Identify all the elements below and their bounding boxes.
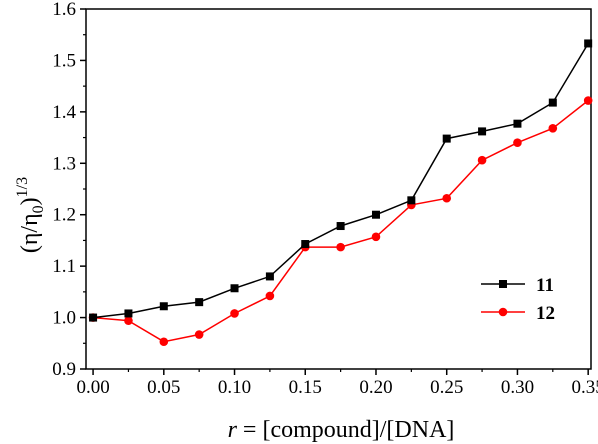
x-tick-label: 0.00 [76,377,109,398]
data-point-square [407,196,416,205]
legend-item-11: 11 [481,275,554,296]
x-axis-title: r = [compound]/[DNA] [228,417,455,443]
data-point-circle [583,96,593,105]
x-axis: 0.00 0.05 0.10 0.15 0.20 0.25 0.30 0.35 [76,369,598,398]
data-point-square [442,134,451,143]
data-point-circle [513,138,522,148]
y-tick-label: 1.5 [52,50,76,71]
data-point-square [584,39,593,48]
data-point-circle [336,242,345,252]
series-line-11 [93,43,589,319]
y-tick-label: 1.1 [52,256,76,277]
legend-label: 11 [536,275,554,296]
legend-item-12: 12 [481,303,555,324]
data-point-square [548,98,557,107]
data-point-square [159,302,168,311]
legend-marker-circle [498,307,508,317]
y-axis-title: (η/η0)1/3 [14,177,47,253]
data-point-circle [124,316,133,325]
y-tick-label: 0.9 [52,359,76,380]
plot-border [85,8,592,370]
data-point-square [371,210,380,219]
data-point-circle [442,193,452,203]
data-point-square [513,119,522,128]
series-11 [89,39,593,322]
x-tick-label: 0.10 [218,377,251,398]
data-point-circle [371,232,381,242]
legend-marker-square [499,280,507,288]
y-tick-label: 1.2 [52,205,76,226]
data-point-square [301,240,310,249]
data-point-square [230,284,239,293]
data-point-square [89,313,98,322]
x-tick-label: 0.25 [430,377,463,398]
y-tick-label: 1.0 [52,308,76,329]
data-point-circle [548,124,558,133]
series-layer [88,39,593,347]
x-tick-label: 0.30 [501,377,534,398]
x-tick-label: 0.20 [359,377,392,398]
data-point-circle [194,330,204,339]
x-tick-label: 0.15 [289,377,322,398]
data-point-square [336,222,345,231]
data-point-square [124,309,133,318]
data-point-square [195,298,204,307]
y-tick-label: 1.3 [52,153,76,174]
y-tick-label: 1.6 [52,0,76,20]
data-point-circle [477,155,487,165]
x-tick-label: 0.35 [572,377,598,398]
y-axis: 0.9 1.0 1.1 1.2 1.3 1.4 1.5 1.6 [52,0,86,380]
data-point-square [478,127,487,136]
data-point-square [265,272,274,281]
data-point-circle [230,309,239,318]
y-tick-label: 1.4 [52,102,76,123]
x-tick-label: 0.05 [147,377,180,398]
legend-label: 12 [536,303,555,324]
plot-frame [85,8,592,370]
data-point-circle [265,291,275,301]
data-point-circle [159,337,169,347]
